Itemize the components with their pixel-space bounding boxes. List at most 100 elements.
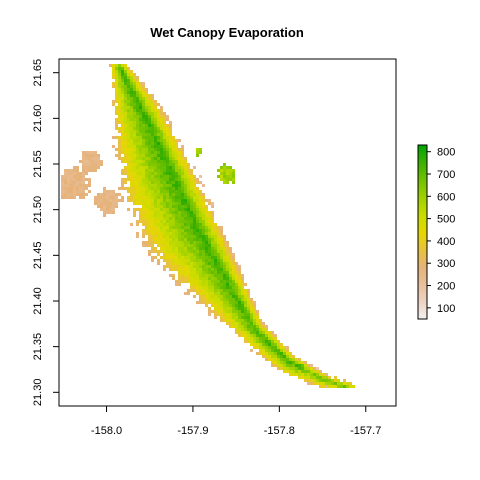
legend-swatch (418, 272, 427, 274)
raster-cell (214, 313, 217, 316)
raster-cell (154, 184, 157, 187)
raster-cell (163, 139, 166, 142)
raster-cell (112, 82, 115, 85)
raster-cell (160, 151, 163, 154)
raster-cell (169, 238, 172, 241)
raster-cell (175, 139, 178, 142)
raster-cell (61, 184, 64, 187)
raster-cell (124, 133, 127, 136)
legend-swatch (418, 293, 427, 295)
raster-cell (160, 163, 163, 166)
raster-cell (151, 217, 154, 220)
raster-cell (139, 166, 142, 169)
raster-cell (163, 145, 166, 148)
raster-cell (187, 220, 190, 223)
raster-cell (136, 178, 139, 181)
raster-cell (217, 286, 220, 289)
raster-cell (115, 199, 118, 202)
y-tick-label: 21.65 (32, 59, 44, 87)
raster-cell (115, 118, 118, 121)
raster-cell (166, 127, 169, 130)
raster-cell (121, 148, 124, 151)
raster-cell (190, 181, 193, 184)
raster-cell (232, 262, 235, 265)
raster-cell (67, 175, 70, 178)
raster-cell (124, 136, 127, 139)
raster-cell (130, 178, 133, 181)
raster-cell (181, 247, 184, 250)
raster-cell (136, 184, 139, 187)
raster-cell (214, 307, 217, 310)
raster-cell (130, 103, 133, 106)
raster-cell (124, 130, 127, 133)
raster-cell (226, 295, 229, 298)
raster-cell (172, 166, 175, 169)
raster-cell (148, 130, 151, 133)
raster-cell (154, 196, 157, 199)
raster-cell (127, 190, 130, 193)
raster-cell (142, 109, 145, 112)
raster-cell (115, 97, 118, 100)
raster-cell (97, 196, 100, 199)
raster-cell (154, 220, 157, 223)
raster-cell (151, 226, 154, 229)
raster-cell (253, 328, 256, 331)
raster-cell (151, 112, 154, 115)
legend-swatch (418, 221, 427, 223)
raster-cell (232, 286, 235, 289)
raster-cell (151, 136, 154, 139)
legend-swatch (418, 212, 427, 214)
raster-cell (112, 208, 115, 211)
legend-swatch (418, 176, 427, 178)
raster-cell (148, 220, 151, 223)
raster-cell (256, 322, 259, 325)
legend-swatch (418, 150, 427, 152)
raster-cell (160, 130, 163, 133)
raster-cell (157, 136, 160, 139)
raster-cell (181, 220, 184, 223)
raster-cell (124, 97, 127, 100)
raster-cell (157, 172, 160, 175)
legend-swatch (418, 261, 427, 263)
raster-cell (196, 274, 199, 277)
raster-cell (211, 304, 214, 307)
raster-cell (244, 334, 247, 337)
raster-cell (163, 154, 166, 157)
raster-cell (217, 292, 220, 295)
raster-cell (187, 175, 190, 178)
raster-cell (286, 367, 289, 370)
raster-cell (292, 373, 295, 376)
raster-cell (130, 193, 133, 196)
raster-cell (148, 154, 151, 157)
raster-cell (154, 187, 157, 190)
raster-cell (127, 163, 130, 166)
raster-cell (250, 328, 253, 331)
raster-cell (226, 316, 229, 319)
raster-cell (187, 262, 190, 265)
raster-cell (226, 253, 229, 256)
raster-cell (187, 292, 190, 295)
raster-cell (151, 241, 154, 244)
raster-cell (199, 241, 202, 244)
raster-cell (211, 229, 214, 232)
raster-cell (274, 346, 277, 349)
raster-cell (208, 235, 211, 238)
raster-cell (136, 220, 139, 223)
raster-cell (133, 97, 136, 100)
raster-cell (160, 169, 163, 172)
raster-cell (121, 73, 124, 76)
raster-cell (139, 106, 142, 109)
raster-cell (130, 121, 133, 124)
raster-cell (229, 271, 232, 274)
raster-cell (154, 208, 157, 211)
raster-cell (220, 265, 223, 268)
raster-cell (208, 226, 211, 229)
raster-cell (295, 367, 298, 370)
raster-cell (172, 274, 175, 277)
raster-cell (235, 289, 238, 292)
raster-cell (142, 151, 145, 154)
raster-cell (199, 301, 202, 304)
raster-cell (175, 208, 178, 211)
raster-cell (202, 268, 205, 271)
raster-cell (166, 211, 169, 214)
